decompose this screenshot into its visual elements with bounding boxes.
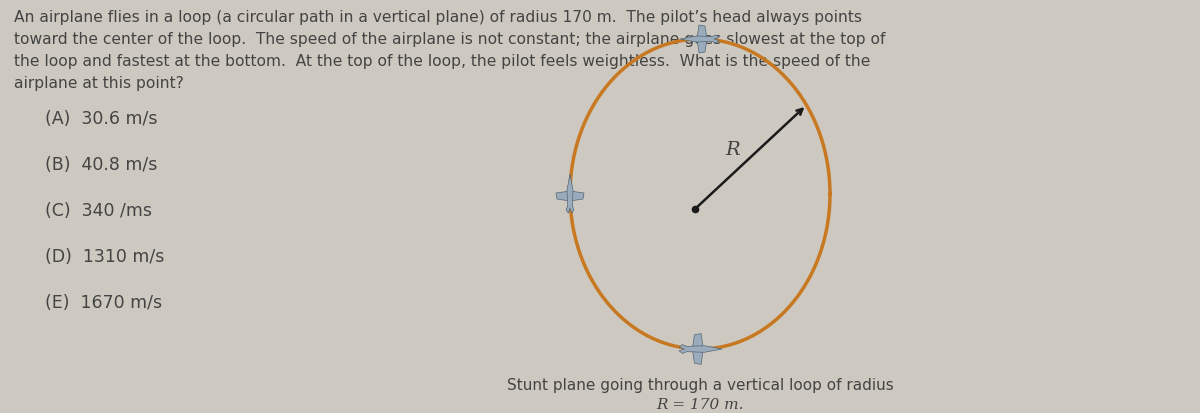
Polygon shape (697, 26, 707, 54)
Text: Stunt plane going through a vertical loop of radius: Stunt plane going through a vertical loo… (506, 377, 893, 392)
Text: toward the center of the loop.  The speed of the airplane is not constant; the a: toward the center of the loop. The speed… (14, 32, 886, 47)
Text: (D)  1310 m/s: (D) 1310 m/s (46, 247, 164, 266)
Polygon shape (566, 175, 574, 214)
Text: (C)  340 /ms: (C) 340 /ms (46, 202, 152, 219)
Polygon shape (679, 345, 722, 354)
Text: (E)  1670 m/s: (E) 1670 m/s (46, 293, 162, 311)
Text: (B)  40.8 m/s: (B) 40.8 m/s (46, 156, 157, 173)
Text: R = 170 m.: R = 170 m. (656, 397, 744, 411)
Text: airplane at this point?: airplane at this point? (14, 76, 184, 91)
Polygon shape (680, 36, 719, 44)
Polygon shape (556, 192, 584, 202)
Text: the loop and fastest at the bottom.  At the top of the loop, the pilot feels wei: the loop and fastest at the bottom. At t… (14, 54, 870, 69)
Polygon shape (692, 334, 703, 365)
Text: An airplane flies in a loop (a circular path in a vertical plane) of radius 170 : An airplane flies in a loop (a circular … (14, 10, 862, 25)
Text: (A)  30.6 m/s: (A) 30.6 m/s (46, 110, 157, 128)
Text: R: R (726, 141, 740, 159)
